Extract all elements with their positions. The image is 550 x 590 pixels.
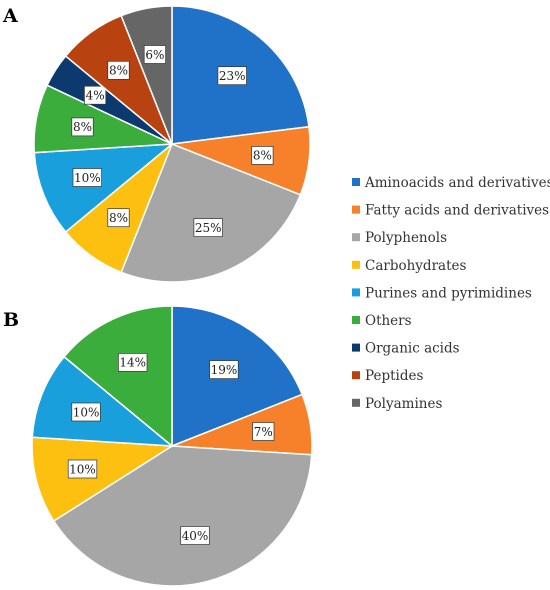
data-label: 10%: [73, 405, 100, 419]
data-label: 19%: [211, 363, 238, 377]
pie-chart-b: B 19% 7% 40% 10% 10% 14%: [3, 305, 313, 587]
legend-item-polyamines: Polyamines: [352, 396, 442, 412]
legend-label: Organic acids: [365, 341, 460, 357]
data-label: 14%: [119, 356, 146, 370]
panel-label-a: A: [2, 5, 18, 27]
data-label-box: [209, 360, 239, 379]
legend-label: Polyamines: [365, 396, 442, 412]
data-label: 10%: [74, 171, 101, 185]
legend-item-organic-acids: Organic acids: [352, 341, 460, 357]
legend-label: Carbohydrates: [365, 258, 466, 274]
legend-swatch: [352, 316, 360, 324]
data-label-box: [107, 208, 130, 228]
data-label: 8%: [73, 120, 92, 134]
data-label: 8%: [109, 211, 128, 225]
legend-item-purines-and-pyrimidines: Purines and pyrimidines: [352, 285, 532, 301]
panel-label-b: B: [3, 309, 19, 331]
legend-label: Peptides: [365, 368, 423, 384]
legend-swatch: [352, 178, 360, 186]
legend-swatch: [352, 205, 360, 214]
data-label-box: [193, 218, 223, 237]
data-label: 23%: [219, 69, 246, 83]
pie-slice-carbohydrates: [31, 436, 175, 523]
legend-item-polyphenols: Polyphenols: [352, 230, 447, 246]
legend-swatch: [352, 260, 360, 269]
legend-item-carbohydrates: Carbohydrates: [352, 258, 466, 274]
data-label: 8%: [253, 149, 272, 163]
legend-label: Others: [365, 313, 412, 329]
data-label: 4%: [86, 89, 105, 103]
pie-slice-others: [63, 305, 173, 448]
pie-slice-purines-and-pyrimidines: [33, 143, 175, 234]
data-label: 25%: [195, 221, 222, 235]
pie-slice-purines-and-pyrimidines: [31, 355, 175, 447]
legend-item-fatty-acids-and-derivatives: Fatty acids and derivatives: [352, 203, 549, 219]
legend-label: Aminoacids and derivatives: [364, 175, 550, 191]
data-label-box: [143, 45, 166, 64]
data-label-box: [72, 168, 102, 187]
data-label-box: [71, 402, 101, 422]
legend-swatch: [352, 343, 360, 352]
legend-label: Purines and pyrimidines: [365, 285, 532, 301]
legend-swatch: [352, 233, 360, 242]
data-label: 7%: [254, 425, 273, 439]
data-label-box: [217, 66, 247, 86]
legend-label: Fatty acids and derivatives: [365, 203, 549, 219]
legend-item-others: Others: [352, 313, 412, 329]
pie-slice-polyamines: [120, 5, 173, 145]
data-label-box: [252, 422, 275, 441]
pie-chart-a: A 23% 8% 25% 8% 10% 8% 4% 8% 6%: [2, 5, 311, 283]
data-label: 10%: [69, 462, 96, 476]
pie-slice-polyphenols: [52, 445, 313, 587]
data-label: 40%: [182, 529, 209, 543]
legend-item-peptides: Peptides: [352, 368, 423, 384]
data-label-box: [118, 353, 148, 372]
data-label-box: [251, 146, 274, 165]
data-label: 8%: [109, 64, 128, 78]
data-label-box: [84, 85, 107, 105]
legend-swatch: [352, 288, 360, 297]
legend-swatch: [352, 371, 360, 380]
legend-item-aminoacids-and-derivatives: Aminoacids and derivatives: [352, 175, 550, 191]
legend-label: Polyphenols: [365, 230, 447, 246]
pie-slice-polyphenols: [120, 143, 302, 283]
data-label-box: [67, 459, 98, 479]
data-label: 6%: [145, 48, 164, 62]
legend-swatch: [352, 398, 360, 407]
data-label-box: [71, 117, 94, 137]
legend: Aminoacids and derivatives Fatty acids an…: [352, 175, 550, 412]
data-label-box: [107, 60, 130, 80]
data-label-box: [180, 526, 210, 545]
